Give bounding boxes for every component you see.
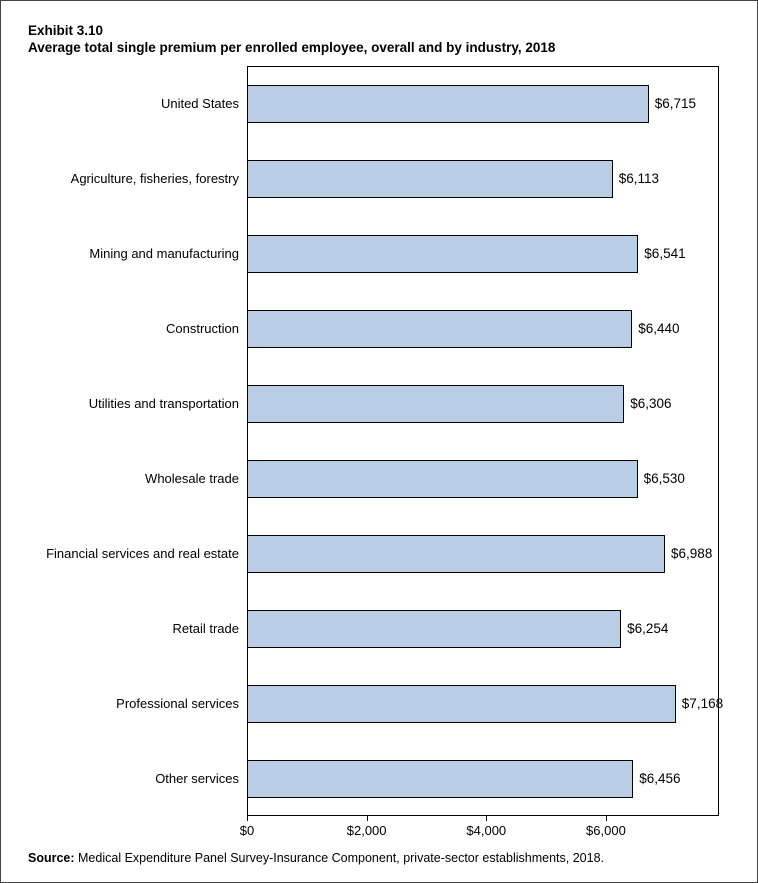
axis-tick-label: $4,000 (466, 823, 507, 838)
source-text: Medical Expenditure Panel Survey-Insuran… (74, 851, 604, 865)
chart-row: Other services $6,456 (28, 741, 733, 816)
bar-track: $6,440 (247, 291, 719, 366)
x-axis: $0 $2,000 $4,000 $6,000 (240, 816, 719, 846)
bar (247, 384, 625, 423)
bar (247, 684, 676, 723)
axis-tick (366, 816, 368, 821)
value-label: $6,541 (644, 246, 686, 261)
chart-title: Average total single premium per enrolle… (28, 40, 556, 55)
chart-row: Mining and manufacturing $6,541 (28, 216, 733, 291)
chart-row: Professional services $7,168 (28, 666, 733, 741)
category-label: Utilities and transportation (88, 395, 239, 411)
value-label: $6,456 (639, 771, 681, 786)
bar-track: $7,168 (247, 666, 723, 741)
axis-tick (486, 816, 488, 821)
title-block: Exhibit 3.10 Average total single premiu… (28, 22, 733, 56)
category-label: Agriculture, fisheries, forestry (70, 170, 239, 186)
value-label: $7,168 (681, 696, 724, 711)
bar-chart: United States $6,715 Agriculture, fisherie… (28, 66, 733, 846)
exhibit-number: Exhibit 3.10 (28, 23, 104, 38)
axis-tick-label: $6,000 (586, 823, 626, 838)
value-label: $6,306 (630, 396, 672, 411)
chart-row: Construction $6,440 (28, 291, 733, 366)
bar-track: $6,988 (247, 516, 719, 591)
source-label: Source: (28, 851, 75, 865)
value-label: $6,988 (671, 546, 713, 561)
value-label: $6,530 (643, 471, 685, 486)
value-label: $6,254 (627, 621, 669, 636)
source-note: Source: Medical Expenditure Panel Survey… (28, 850, 733, 866)
bar (247, 309, 633, 348)
bar-track: $6,541 (247, 216, 719, 291)
bar-track: $6,456 (247, 741, 719, 816)
chart-row: Agriculture, fisheries, forestry $6,113 (28, 141, 733, 216)
chart-row: Retail trade $6,254 (28, 591, 733, 666)
bar-track: $6,113 (247, 141, 719, 216)
category-label: Other services (155, 770, 239, 786)
chart-row: Wholesale trade $6,530 (28, 441, 733, 516)
bar (247, 609, 622, 648)
bar-track: $6,306 (247, 366, 719, 441)
axis-tick-label: $0 (239, 823, 255, 838)
category-label: Wholesale trade (145, 470, 239, 486)
chart-row: Financial services and real estate $6,988 (28, 516, 733, 591)
chart-row: Utilities and transportation $6,306 (28, 366, 733, 441)
bar (247, 534, 666, 573)
bar (247, 459, 638, 498)
category-label: Mining and manufacturing (89, 245, 239, 261)
axis-tick (605, 816, 607, 821)
bar-track: $6,530 (247, 441, 719, 516)
bar (247, 84, 649, 123)
bar (247, 759, 634, 798)
value-label: $6,113 (618, 171, 659, 186)
value-label: $6,715 (654, 96, 696, 111)
axis-tick-label: $2,000 (346, 823, 387, 838)
value-label: $6,440 (638, 321, 680, 336)
chart-row: United States $6,715 (28, 66, 733, 141)
bar (247, 234, 639, 273)
bar-track: $6,254 (247, 591, 719, 666)
bar-track: $6,715 (247, 66, 719, 141)
category-label: Professional services (116, 695, 239, 711)
category-label: Retail trade (172, 620, 239, 636)
axis-tick (247, 816, 248, 821)
category-label: Construction (166, 320, 239, 336)
bar (247, 159, 613, 198)
chart-rows: United States $6,715 Agriculture, fisherie… (28, 66, 733, 816)
category-label: Financial services and real estate (46, 545, 239, 561)
category-label: United States (160, 95, 239, 111)
